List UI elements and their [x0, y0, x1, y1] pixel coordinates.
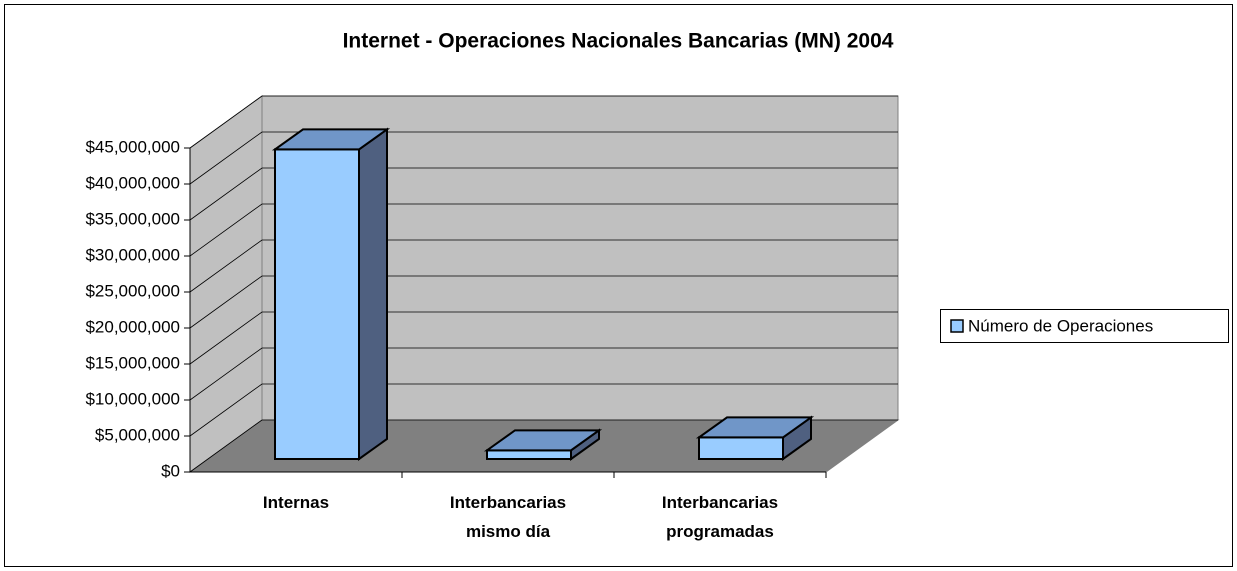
- y-tick-label: $30,000,000: [85, 245, 180, 264]
- grid-line: [189, 275, 898, 329]
- x-tick-label: Internas: [262, 493, 330, 512]
- y-tick-label: $20,000,000: [85, 317, 180, 336]
- y-tick-label: $35,000,000: [85, 209, 180, 228]
- bar: [695, 415, 815, 461]
- grid-line: [189, 419, 898, 473]
- grid-line: [189, 131, 898, 185]
- y-tick-label: $0: [161, 461, 180, 480]
- grid-line: [189, 203, 898, 257]
- legend-label: Número de Operaciones: [968, 316, 1153, 335]
- grid-line: [189, 239, 898, 293]
- legend-swatch: [950, 319, 964, 333]
- grid-line: [189, 383, 898, 437]
- y-tick-label: $25,000,000: [85, 281, 180, 300]
- bar-front: [486, 449, 572, 460]
- y-tick-label: $45,000,000: [85, 137, 180, 156]
- bar-top: [695, 416, 815, 439]
- y-tick-label: $10,000,000: [85, 389, 180, 408]
- grid-line: [189, 95, 898, 149]
- bar-side: [358, 127, 388, 461]
- y-tick-label: $40,000,000: [85, 173, 180, 192]
- grid-line: [189, 311, 898, 365]
- bar: [271, 127, 391, 461]
- x-tick-label: Interbancarias mismo día: [449, 493, 567, 541]
- bar-top: [271, 128, 391, 151]
- grid-line: [189, 167, 898, 221]
- legend-box: [940, 309, 1229, 343]
- bar: [483, 428, 603, 461]
- grid-line: [189, 347, 898, 401]
- bar-front: [274, 148, 360, 460]
- y-tick-label: $15,000,000: [85, 353, 180, 372]
- chart-title: Internet - Operaciones Nacionales Bancar…: [343, 30, 894, 53]
- bar-top: [483, 429, 603, 452]
- y-tick-label: $5,000,000: [95, 425, 180, 444]
- bar-front: [698, 436, 784, 460]
- x-tick-label: Interbancarias programadas: [661, 493, 779, 541]
